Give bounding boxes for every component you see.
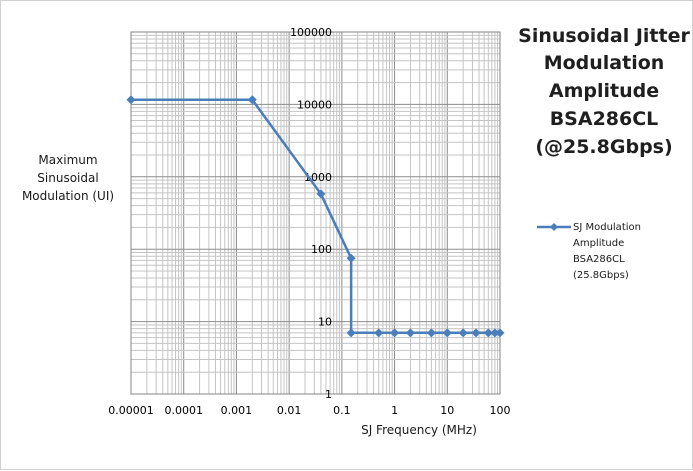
x-tick-label: 1	[391, 404, 398, 417]
data-point-marker	[458, 328, 468, 338]
y-tick-label: 100000	[290, 26, 332, 39]
x-tick-label: 10	[440, 404, 454, 417]
tick-labels: 0.00001 0.0001 0.001 0.01 0.1 1 10 100110100100…	[108, 26, 510, 417]
chart-title: Sinusoidal Jitter Modulation Amplitude B…	[518, 25, 690, 158]
chart-title-line-2: Modulation	[544, 52, 665, 74]
x-tick-label: 0.01	[277, 404, 302, 417]
data-point-marker	[471, 328, 481, 338]
x-axis-title: SJ Frequency (MHz)	[361, 423, 477, 437]
y-axis-title-line-3: Modulation (UI)	[22, 189, 114, 203]
legend-label-line-3: BSA286CL	[573, 254, 625, 265]
legend-marker-diamond	[550, 223, 558, 231]
grid-layer	[130, 32, 500, 395]
x-tick-label: 0.001	[221, 404, 253, 417]
data-point-marker	[405, 328, 415, 338]
data-point-marker	[346, 253, 356, 263]
y-axis-title-line-2: Sinusoidal	[37, 171, 98, 185]
data-point-marker	[346, 328, 356, 338]
y-tick-label: 100	[311, 243, 332, 256]
data-point-marker	[374, 328, 384, 338]
legend-label-line-1: SJ Modulation	[573, 222, 641, 233]
y-tick-label: 10	[318, 316, 332, 329]
chart-title-line-4: BSA286CL	[550, 108, 659, 130]
chart-title-line-1: Sinusoidal Jitter	[518, 25, 690, 47]
y-axis-title-line-1: Maximum	[38, 153, 97, 167]
x-tick-label: 100	[490, 404, 511, 417]
y-axis-title: Maximum Sinusoidal Modulation (UI)	[22, 153, 114, 203]
x-tick-label: 0.1	[333, 404, 351, 417]
data-point-marker	[390, 328, 400, 338]
legend-label-line-2: Amplitude	[573, 238, 624, 249]
data-point-marker	[490, 328, 500, 338]
data-point-marker	[247, 95, 257, 105]
plot-area	[130, 31, 501, 395]
x-tick-label: 0.0001	[164, 404, 203, 417]
data-point-marker	[316, 189, 326, 199]
chart-title-line-5: (@25.8Gbps)	[535, 136, 672, 158]
data-point-marker	[483, 328, 493, 338]
y-tick-label: 10000	[297, 98, 332, 111]
chart-title-line-3: Amplitude	[549, 80, 659, 102]
y-tick-label: 1	[325, 388, 332, 401]
data-point-marker	[126, 95, 136, 105]
legend: SJ Modulation Amplitude BSA286CL (25.8Gb…	[537, 222, 641, 281]
series-layer	[126, 95, 505, 338]
legend-label-line-4: (25.8Gbps)	[573, 270, 629, 281]
data-point-marker	[442, 328, 452, 338]
data-point-marker	[426, 328, 436, 338]
x-tick-label: 0.00001	[108, 404, 154, 417]
data-point-marker	[495, 328, 505, 338]
